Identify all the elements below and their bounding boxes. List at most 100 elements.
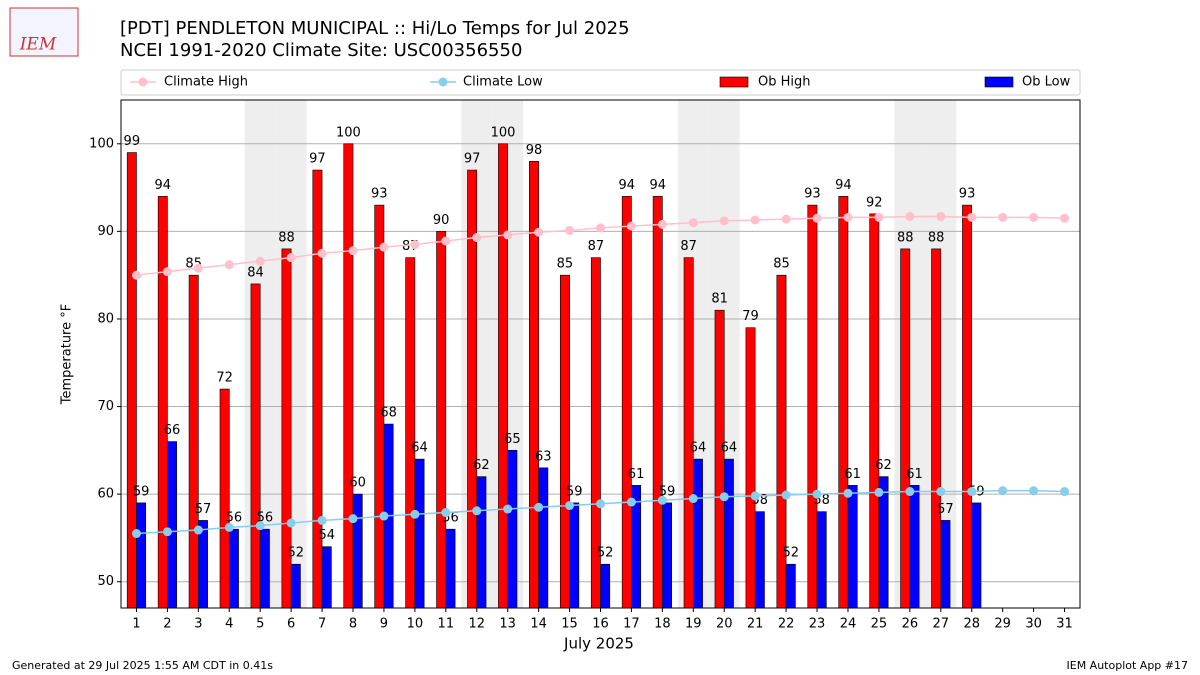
legend-label: Climate Low <box>463 75 543 90</box>
data-label: 88 <box>897 230 914 245</box>
point <box>441 508 451 518</box>
point <box>162 527 172 537</box>
bar <box>816 511 827 609</box>
x-tick-label: 8 <box>349 617 357 632</box>
point <box>998 486 1008 496</box>
data-label: 72 <box>216 371 233 386</box>
x-tick-label: 23 <box>809 617 826 632</box>
logo-box <box>9 7 79 57</box>
point <box>936 487 946 497</box>
bar <box>745 327 756 609</box>
point <box>255 256 265 266</box>
data-label: 98 <box>526 143 543 158</box>
data-label: 62 <box>875 458 892 473</box>
x-tick-label: 31 <box>1056 617 1073 632</box>
data-label: 64 <box>690 441 707 456</box>
bar <box>445 528 456 609</box>
bar <box>352 493 363 609</box>
data-label: 99 <box>124 134 141 149</box>
data-label: 97 <box>464 152 481 167</box>
x-tick-label: 26 <box>902 617 919 632</box>
point <box>1060 213 1070 223</box>
y-axis-label: Temperature °F <box>60 304 75 405</box>
bar <box>259 528 270 609</box>
bar <box>290 563 301 609</box>
bar <box>569 502 580 609</box>
bar <box>167 441 177 609</box>
bar <box>909 485 920 609</box>
bar <box>900 248 911 609</box>
x-tick-label: 16 <box>592 617 609 632</box>
bar <box>498 143 508 609</box>
bar <box>600 563 611 609</box>
point <box>596 223 605 233</box>
x-tick-label: 22 <box>778 617 795 632</box>
point <box>441 236 451 246</box>
x-tick-label: 27 <box>933 617 950 632</box>
data-label: 81 <box>711 292 728 307</box>
bar <box>559 274 570 609</box>
bar <box>683 257 694 609</box>
x-tick-label: 12 <box>468 617 485 632</box>
bar <box>931 248 942 609</box>
data-label: 65 <box>504 432 521 447</box>
point <box>781 490 791 500</box>
data-label: 84 <box>247 265 264 280</box>
point <box>688 218 698 228</box>
legend-marker <box>438 77 448 87</box>
point <box>379 242 389 252</box>
point <box>224 260 234 270</box>
plot-frame <box>120 99 1081 609</box>
point <box>843 212 853 222</box>
bar <box>250 283 261 609</box>
point <box>657 495 667 505</box>
bar <box>414 458 425 609</box>
point <box>750 491 760 501</box>
bar <box>136 502 147 609</box>
data-label: 61 <box>844 467 861 482</box>
bar <box>621 196 632 609</box>
point <box>503 230 513 240</box>
point <box>812 489 822 499</box>
bar <box>838 196 849 609</box>
legend-label: Climate High <box>164 75 248 90</box>
bar <box>405 257 416 609</box>
point <box>998 212 1008 222</box>
bar <box>807 204 818 609</box>
data-label: 85 <box>557 257 574 272</box>
data-label: 54 <box>318 528 335 543</box>
point <box>193 263 203 273</box>
legend-label: Ob High <box>758 75 811 90</box>
x-tick-label: 4 <box>225 617 233 632</box>
bar <box>754 511 765 609</box>
bar <box>847 485 858 609</box>
x-tick-label: 9 <box>380 617 388 632</box>
bar <box>723 458 734 609</box>
footer-right: IEM Autoplot App #17 <box>1067 659 1189 672</box>
point <box>565 226 575 236</box>
point <box>719 492 729 502</box>
data-label: 59 <box>566 484 583 499</box>
point <box>131 270 141 280</box>
point <box>626 497 636 507</box>
data-label: 56 <box>226 511 243 526</box>
data-label: 66 <box>164 423 181 438</box>
y-tick-label: 80 <box>97 311 114 326</box>
point <box>688 494 698 504</box>
bar <box>157 196 168 609</box>
point <box>131 529 141 539</box>
bar <box>869 213 880 609</box>
data-label: 59 <box>659 484 676 499</box>
data-label: 88 <box>928 230 945 245</box>
bar <box>228 528 239 609</box>
point <box>317 248 327 258</box>
point <box>874 212 884 222</box>
data-label: 60 <box>349 476 366 491</box>
x-tick-label: 11 <box>438 617 455 632</box>
point <box>905 487 915 497</box>
bar <box>714 309 725 609</box>
data-label: 85 <box>773 257 790 272</box>
bar <box>652 196 663 609</box>
point <box>162 267 172 277</box>
